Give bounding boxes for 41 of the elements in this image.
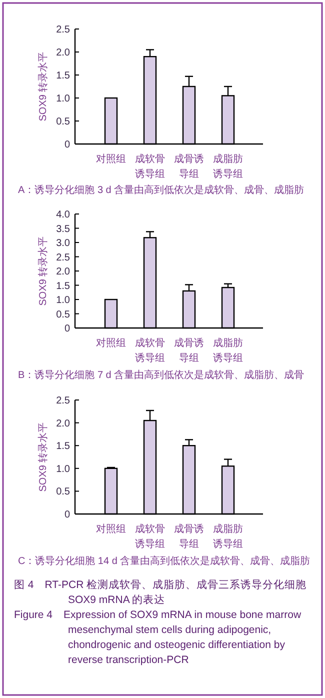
- y-tick-label: 1.0: [56, 464, 70, 475]
- y-tick-label: 2.5: [56, 252, 70, 264]
- y-tick-label: 0.5: [56, 309, 70, 320]
- y-tick-label: 2.0: [56, 266, 70, 278]
- y-tick-label: 0.5: [56, 116, 70, 128]
- y-tick-label: 1.0: [56, 94, 70, 104]
- x-tick-label: 成脂肪诱导组: [213, 337, 243, 364]
- y-tick-label: 3.5: [56, 224, 70, 235]
- text: A：诱导分化细胞 3 d 含量由高到低依次是成软骨、成骨、成脂肪: [18, 184, 304, 196]
- x-tick-label: 成软骨诱导组: [135, 337, 165, 364]
- y-tick-label: 1.0: [56, 295, 70, 306]
- y-axis-title: SOX9 转录水平: [37, 52, 49, 122]
- x-tick-label: 成骨诱导组: [174, 337, 204, 364]
- y-tick-label: 2.5: [56, 24, 70, 36]
- y-tick-label: 1.5: [56, 280, 70, 292]
- x-tick-label: 成骨诱导组: [174, 523, 204, 550]
- y-tick-label: 3.0: [56, 238, 70, 249]
- x-tick-label: 成脂肪诱导组: [213, 153, 243, 180]
- y-tick-label: 2.0: [56, 418, 70, 430]
- text: C：诱导分化细胞 14 d 含量由高到低依次是成软骨、成骨、成脂肪: [18, 555, 310, 567]
- y-tick-label: 1.5: [56, 441, 70, 452]
- x-tick-label: 成脂肪诱导组: [213, 523, 243, 550]
- y-tick-label: 4.0: [56, 210, 70, 220]
- x-tick-label: 成骨诱导组: [174, 153, 204, 180]
- x-tick-label: 对照组: [96, 523, 126, 535]
- x-tick-label: 成软骨诱导组: [135, 153, 165, 180]
- y-tick-label: 2.5: [56, 396, 70, 406]
- y-tick-label: 0: [64, 510, 70, 520]
- y-axis-title: SOX9 转录水平: [37, 236, 49, 306]
- text: B：诱导分化细胞 7 d 含量由高到低依次是成软骨、成脂肪、成骨: [18, 369, 304, 381]
- x-tick-label: 成软骨诱导组: [135, 523, 165, 550]
- y-tick-label: 2.0: [56, 48, 70, 58]
- x-tick-label: 对照组: [96, 337, 126, 349]
- y-tick-label: 0: [64, 140, 70, 150]
- caption: Figure 4 Expression of SOX9 mRNA in mouse bone marrow mesenchymal stem cells during adipogenic, chondrogenic and osteogenic differentiation by reverse transcription-PCR: [14, 609, 302, 666]
- y-tick-label: 0: [64, 324, 70, 334]
- x-tick-label: 对照组: [96, 153, 126, 165]
- y-axis-title: SOX9 转录水平: [37, 422, 49, 492]
- caption: 图 4 RT-PCR 检测成软骨、成脂肪、成骨三系诱导分化细胞 SOX9 mRNA 的表达: [14, 578, 307, 606]
- y-tick-label: 0.5: [56, 486, 70, 498]
- y-tick-label: 1.5: [56, 70, 70, 82]
